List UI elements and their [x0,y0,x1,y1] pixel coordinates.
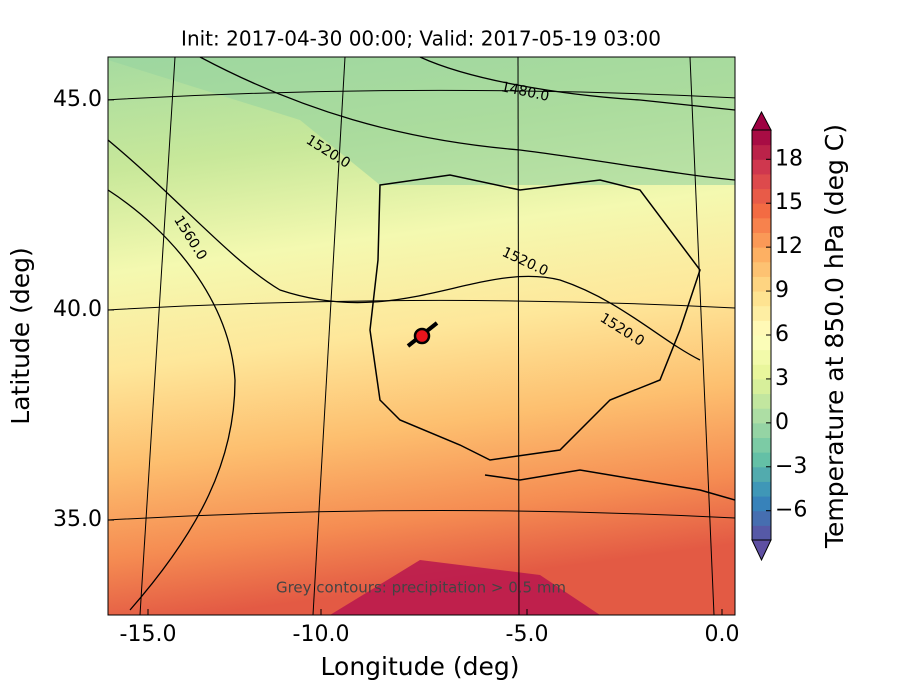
colorbar-band [752,203,771,219]
colorbar-tick-label: 0 [775,410,789,435]
colorbar-tick-label: 9 [775,278,789,303]
longitude-line [689,57,715,615]
colorbar-band [752,305,771,321]
colorbar-band [752,130,771,146]
colorbar-tick-label: 15 [775,190,803,215]
colorbar-band [752,408,771,424]
colorbar-tick-label: 18 [775,146,803,171]
colorbar-band [752,276,771,292]
colorbar-band [752,349,771,365]
latitude-line [108,89,735,101]
colorbar-band [752,159,771,175]
colorbar-band [752,261,771,277]
colorbar-band [752,232,771,248]
colorbar-band [752,144,771,160]
colorbar-band [752,437,771,453]
plot-frame [107,56,736,616]
colorbar-band [752,496,771,512]
x-tick-label: -10.0 [293,622,350,647]
colorbar-band [752,452,771,468]
colorbar-band [752,510,771,526]
longitude-line [312,57,346,615]
colorbar-band [752,393,771,409]
x-tick-label: -5.0 [506,622,549,647]
height-contour [108,189,236,611]
location-marker [413,327,431,345]
colorbar-band [752,335,771,351]
colorbar-tick-label: −6 [775,498,807,523]
colorbar-band [752,217,771,233]
latitude-line [108,510,735,521]
coastline [369,174,701,461]
colorbar-band [752,320,771,336]
colorbar-band [752,173,771,190]
colorbar: −6 −3 0 3 6 9 12 15 18 [751,110,807,562]
x-axis-label: Longitude (deg) [321,652,520,681]
x-tick-label: -15.0 [120,622,177,647]
cool-region [108,57,735,185]
colorbar-band [752,291,771,307]
colorbar-tick-label: 6 [775,322,789,347]
colorbar-tick-label: 12 [775,234,803,259]
coastline [484,469,735,501]
colorbar-tick-label: 3 [775,366,789,391]
height-contour [108,139,701,361]
height-contour [199,57,735,181]
colorbar-band [752,247,771,263]
height-contour [419,57,735,111]
colorbar-band [752,481,771,497]
title: Init: 2017-04-30 00:00; Valid: 2017-05-1… [181,27,661,51]
colorbar-label: Temperature at 850.0 hPa (deg C) [820,124,849,549]
colorbar-band [752,422,771,438]
colorbar-band [752,364,771,380]
longitude-line [517,57,520,615]
colorbar-band [752,466,771,482]
x-tick-label: 0.0 [705,622,740,647]
colorbar-extend-low [751,539,772,562]
y-tick-label: 35.0 [53,507,102,532]
annotation: Grey contours: precipitation > 0.5 mm [276,579,566,597]
warm-region [330,560,600,615]
colorbar-tick-label: −3 [775,454,807,479]
y-tick-label: 45.0 [53,87,102,112]
colorbar-extend-high [751,110,772,131]
colorbar-band [752,378,771,395]
y-tick-label: 40.0 [53,297,102,322]
longitude-line [139,57,176,615]
colorbar-band [752,188,771,204]
colorbar-band [752,525,771,541]
latitude-line [108,299,735,311]
y-axis-label: Latitude (deg) [6,247,35,424]
